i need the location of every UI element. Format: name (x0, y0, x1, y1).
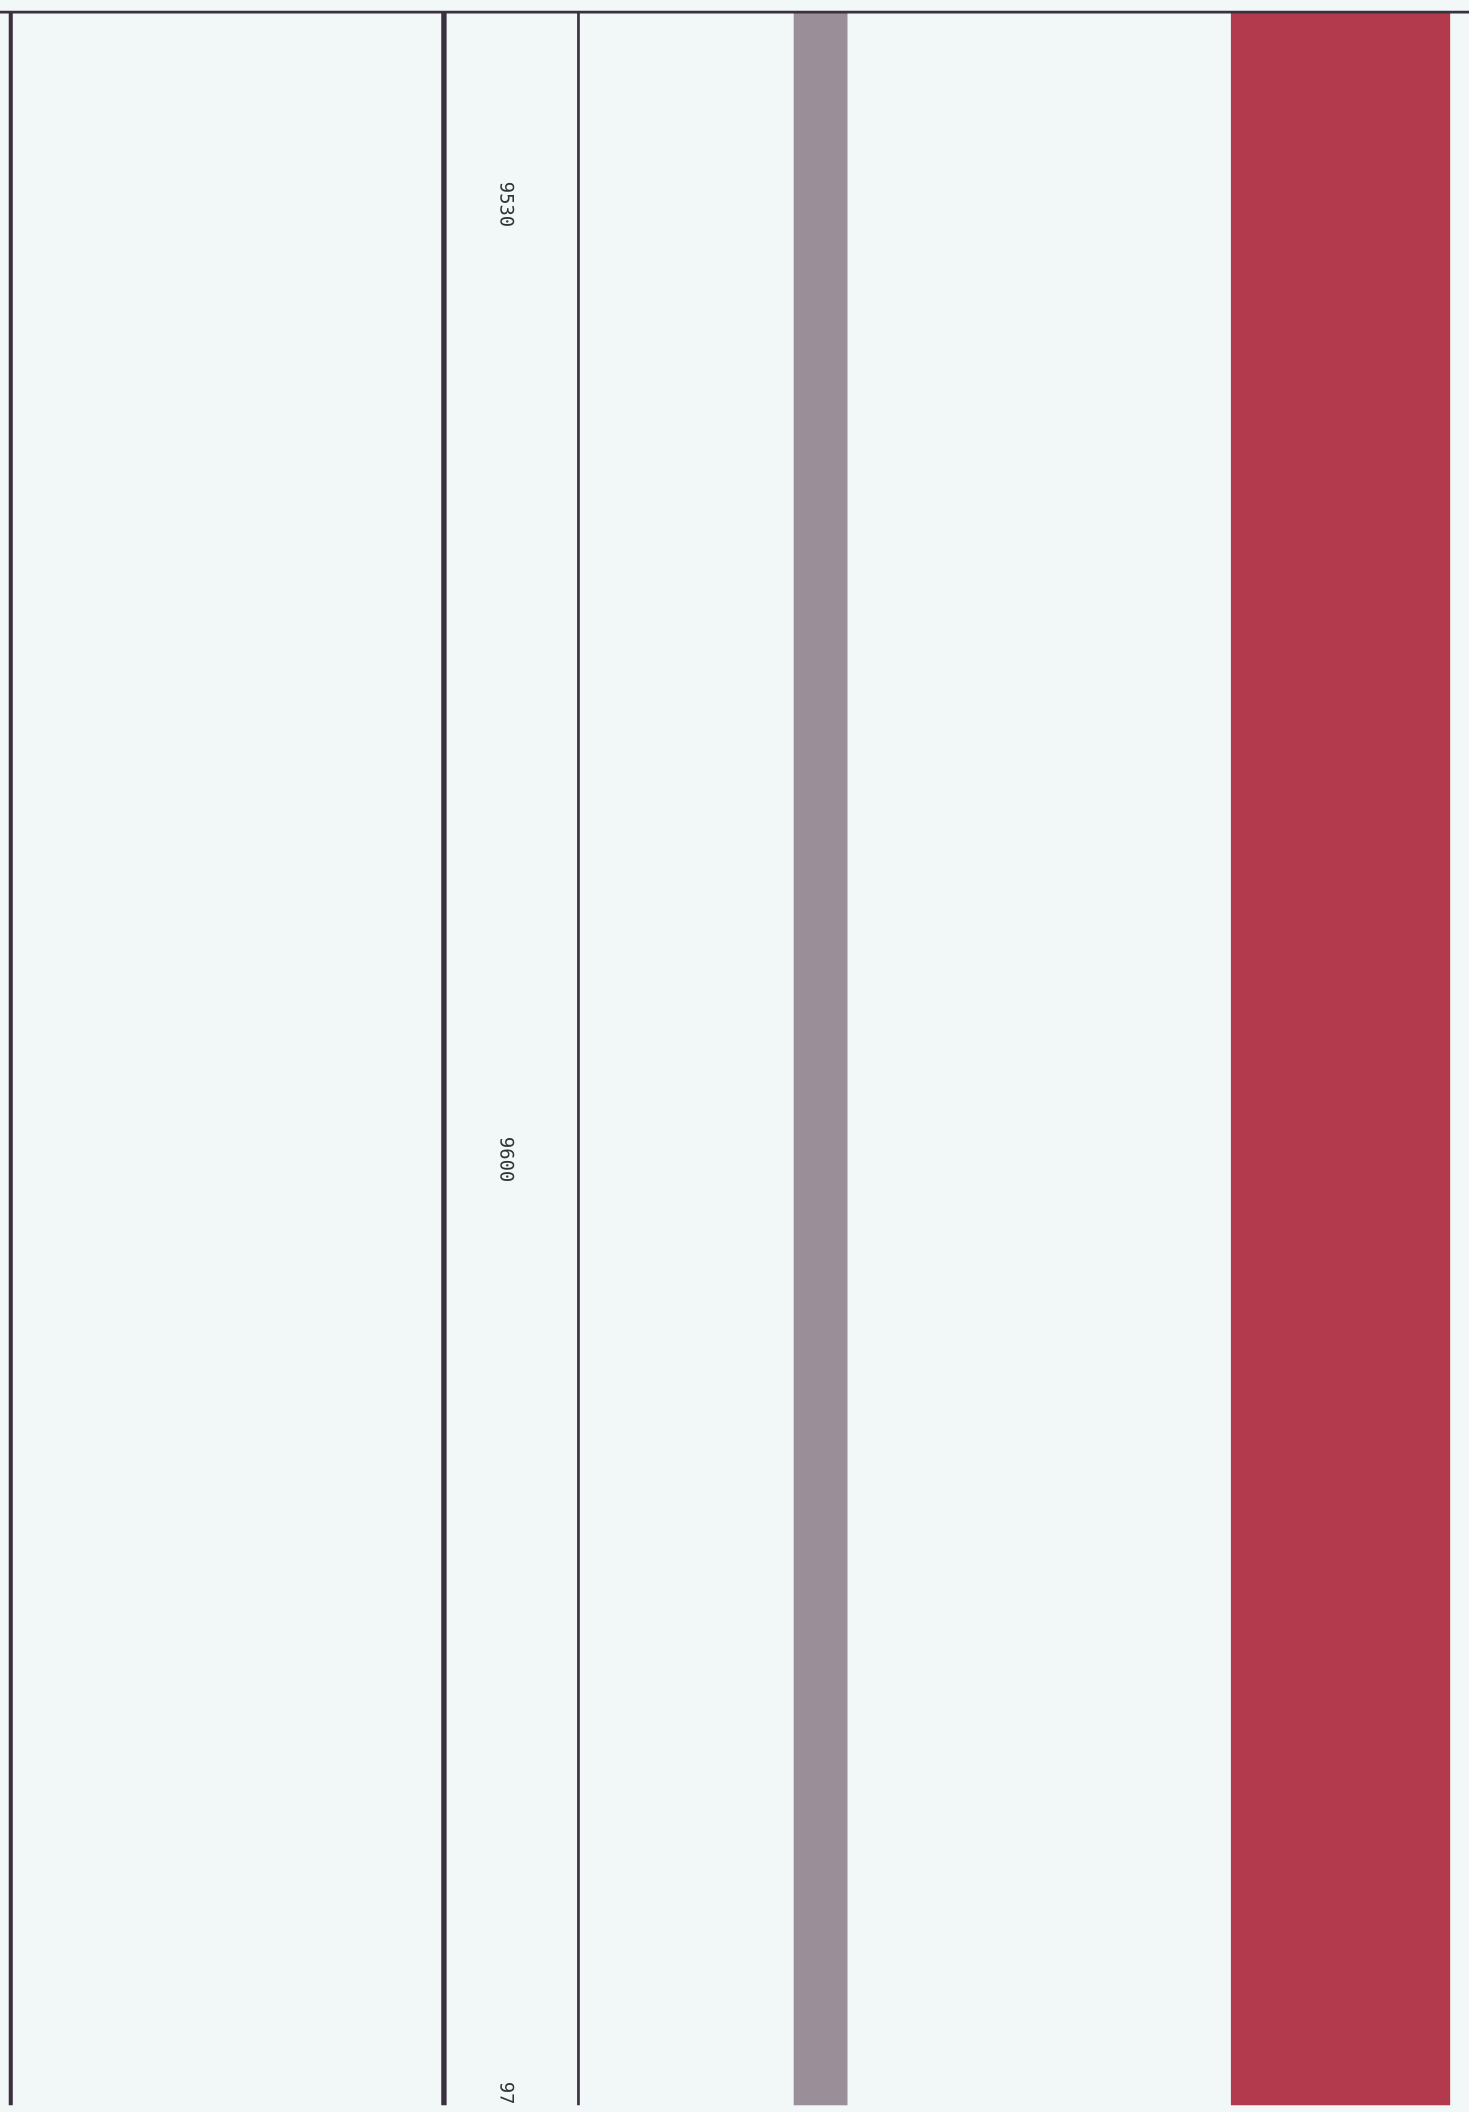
image-track (1230, 13, 1451, 2106)
depth-label: 97 (495, 2082, 516, 2105)
waveform-band (793, 13, 848, 2106)
depth-label: 9600 (495, 1137, 516, 1182)
depth-label: 9530 (495, 182, 516, 227)
frame (0, 10, 1469, 2106)
